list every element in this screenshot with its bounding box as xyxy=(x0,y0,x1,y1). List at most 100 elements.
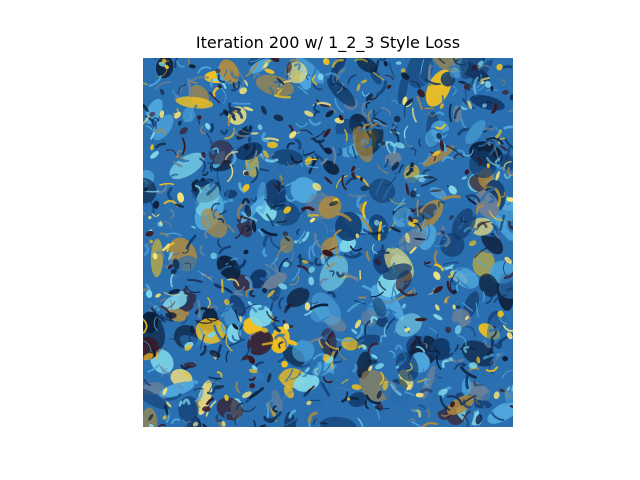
dark-accent xyxy=(286,62,292,74)
brush-stroke xyxy=(471,147,478,156)
highlight-fleck xyxy=(304,302,311,311)
texture-blob xyxy=(292,340,315,362)
texture-blob xyxy=(320,416,357,427)
brush-stroke xyxy=(290,370,301,380)
brush-stroke xyxy=(496,58,507,60)
brush-stroke xyxy=(499,214,506,231)
brush-stroke xyxy=(157,88,173,98)
brush-stroke xyxy=(424,78,441,86)
brush-stroke xyxy=(419,152,431,165)
brush-stroke xyxy=(329,270,335,277)
brush-stroke xyxy=(374,117,389,126)
dark-accent xyxy=(262,288,268,294)
brush-stroke xyxy=(355,324,364,340)
brush-stroke xyxy=(416,377,427,383)
brush-stroke xyxy=(348,193,368,198)
brush-stroke xyxy=(270,257,278,266)
brush-stroke xyxy=(168,391,173,396)
brush-stroke xyxy=(210,78,213,88)
highlight-fleck xyxy=(312,182,322,191)
dark-accent xyxy=(272,183,280,191)
brush-stroke xyxy=(169,338,182,343)
brush-stroke xyxy=(436,332,440,343)
brush-stroke xyxy=(143,180,148,185)
highlight-fleck xyxy=(159,110,165,118)
highlight-fleck xyxy=(439,103,444,109)
highlight-fleck xyxy=(444,264,454,271)
brush-stroke xyxy=(475,259,486,267)
brush-stroke xyxy=(312,138,325,144)
dark-accent xyxy=(359,176,363,182)
brush-stroke xyxy=(276,124,283,129)
brush-stroke xyxy=(463,226,471,233)
dark-accent xyxy=(201,151,206,159)
brush-stroke xyxy=(461,97,476,110)
brush-stroke xyxy=(274,94,291,99)
dark-accent xyxy=(360,185,370,192)
highlight-fleck xyxy=(304,156,313,166)
dark-accent xyxy=(283,303,291,314)
brush-stroke xyxy=(446,395,463,406)
brush-stroke xyxy=(482,353,501,360)
dark-accent xyxy=(401,72,410,80)
brush-stroke xyxy=(143,339,152,352)
brush-stroke xyxy=(367,342,379,355)
dark-accent xyxy=(413,237,426,241)
highlight-fleck xyxy=(184,344,192,351)
brush-stroke xyxy=(361,201,367,219)
brush-stroke xyxy=(260,228,278,237)
dark-accent xyxy=(324,147,333,155)
highlight-fleck xyxy=(262,150,269,159)
brush-stroke xyxy=(411,421,422,427)
highlight-fleck xyxy=(224,298,230,306)
brush-stroke xyxy=(269,233,281,250)
highlight-fleck xyxy=(264,59,272,64)
brush-stroke xyxy=(160,365,173,375)
highlight-fleck xyxy=(394,142,405,149)
highlight-fleck xyxy=(448,185,457,195)
brush-stroke xyxy=(314,257,322,267)
brush-stroke xyxy=(439,394,451,411)
brush-stroke xyxy=(206,388,216,395)
brush-stroke xyxy=(454,82,462,87)
brush-stroke xyxy=(190,75,210,83)
highlight-fleck xyxy=(207,331,216,338)
highlight-fleck xyxy=(295,71,299,82)
dark-accent xyxy=(223,287,233,294)
highlight-fleck xyxy=(221,420,226,427)
brush-stroke xyxy=(486,338,495,356)
brush-stroke xyxy=(403,104,406,118)
brush-stroke xyxy=(501,344,509,350)
brush-stroke xyxy=(318,338,324,349)
dark-accent xyxy=(376,390,382,399)
highlight-fleck xyxy=(482,103,487,108)
brush-stroke xyxy=(167,157,186,166)
brush-stroke xyxy=(249,289,256,298)
brush-stroke xyxy=(374,59,380,73)
highlight-fleck xyxy=(145,289,153,298)
brush-stroke xyxy=(446,280,455,295)
dark-accent xyxy=(143,186,148,192)
dark-accent xyxy=(374,405,381,410)
brush-stroke xyxy=(245,62,259,77)
brush-stroke xyxy=(364,137,373,149)
brush-stroke xyxy=(260,412,268,425)
brush-stroke xyxy=(441,359,450,368)
brush-stroke xyxy=(503,173,512,180)
brush-stroke xyxy=(491,223,498,240)
brush-stroke xyxy=(144,115,155,127)
highlight-fleck xyxy=(495,157,500,163)
texture-blob xyxy=(472,250,495,277)
highlight-fleck xyxy=(418,177,426,183)
texture-blob xyxy=(385,291,404,321)
brush-stroke xyxy=(272,405,278,413)
brush-stroke xyxy=(506,222,513,234)
brush-stroke xyxy=(444,365,452,382)
texture-blob xyxy=(459,58,484,80)
brush-stroke xyxy=(174,58,179,69)
brush-stroke xyxy=(483,148,497,161)
highlight-fleck xyxy=(155,351,159,360)
brush-stroke xyxy=(392,262,396,273)
brush-stroke xyxy=(181,248,190,254)
dark-accent xyxy=(167,264,174,270)
